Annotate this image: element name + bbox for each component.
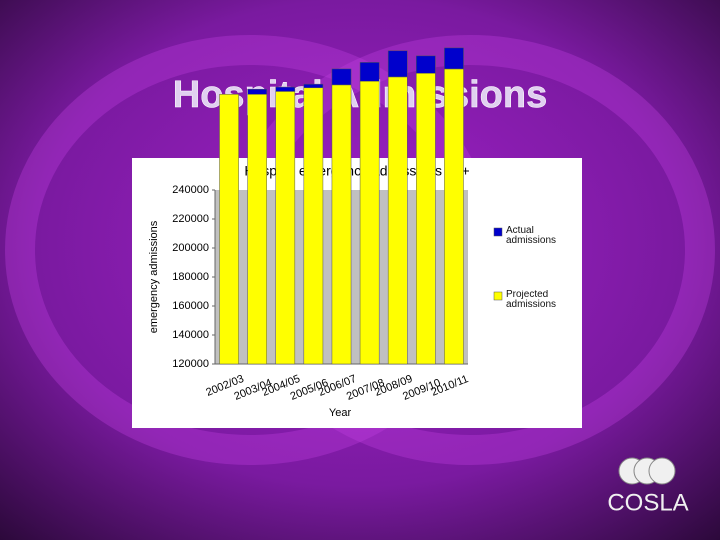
bar-segment	[219, 94, 239, 365]
logo-text: COSLA	[607, 489, 688, 516]
legend-label: Projected admissions	[506, 290, 557, 310]
bar-segment	[331, 84, 352, 365]
bar-segment	[387, 50, 408, 78]
bar-segment	[444, 47, 464, 70]
y-tick-label: 240000	[172, 184, 209, 196]
bar-segment	[247, 88, 267, 95]
y-tick-label: 220000	[172, 213, 209, 225]
logo-circle	[648, 457, 676, 485]
y-tick-label: 160000	[172, 300, 209, 312]
logo: COSLA	[607, 457, 689, 516]
bar-segment	[359, 81, 380, 365]
chart: Hospital emergency admissions 65+ Year e…	[132, 47, 582, 428]
bar-segment	[303, 83, 324, 89]
legend-swatch	[493, 291, 503, 301]
y-tick-label: 180000	[172, 271, 209, 283]
x-axis-label: Year	[329, 407, 352, 419]
legend-label: Actual admissions	[506, 226, 557, 246]
bar-segment	[331, 68, 352, 86]
legend-swatch	[493, 227, 503, 237]
y-axis-label: emergency admissions	[148, 220, 160, 333]
bar-segment	[416, 55, 436, 74]
y-tick-label: 200000	[172, 242, 209, 254]
bar-segment	[247, 94, 267, 365]
chart-title: Hospital emergency admissions 65+	[244, 163, 469, 179]
bar-segment	[387, 76, 408, 365]
y-tick-label: 140000	[172, 329, 209, 341]
bar-segment	[275, 86, 296, 92]
legend-entry: Projected admissions	[506, 290, 557, 310]
legend-entry: Actual admissions	[506, 226, 557, 246]
bar-segment	[275, 91, 296, 365]
bar-segment	[444, 68, 464, 365]
bar-segment	[303, 87, 324, 365]
bar-segment	[359, 62, 380, 82]
y-tick-label: 120000	[172, 358, 209, 370]
bar-segment	[416, 73, 436, 365]
